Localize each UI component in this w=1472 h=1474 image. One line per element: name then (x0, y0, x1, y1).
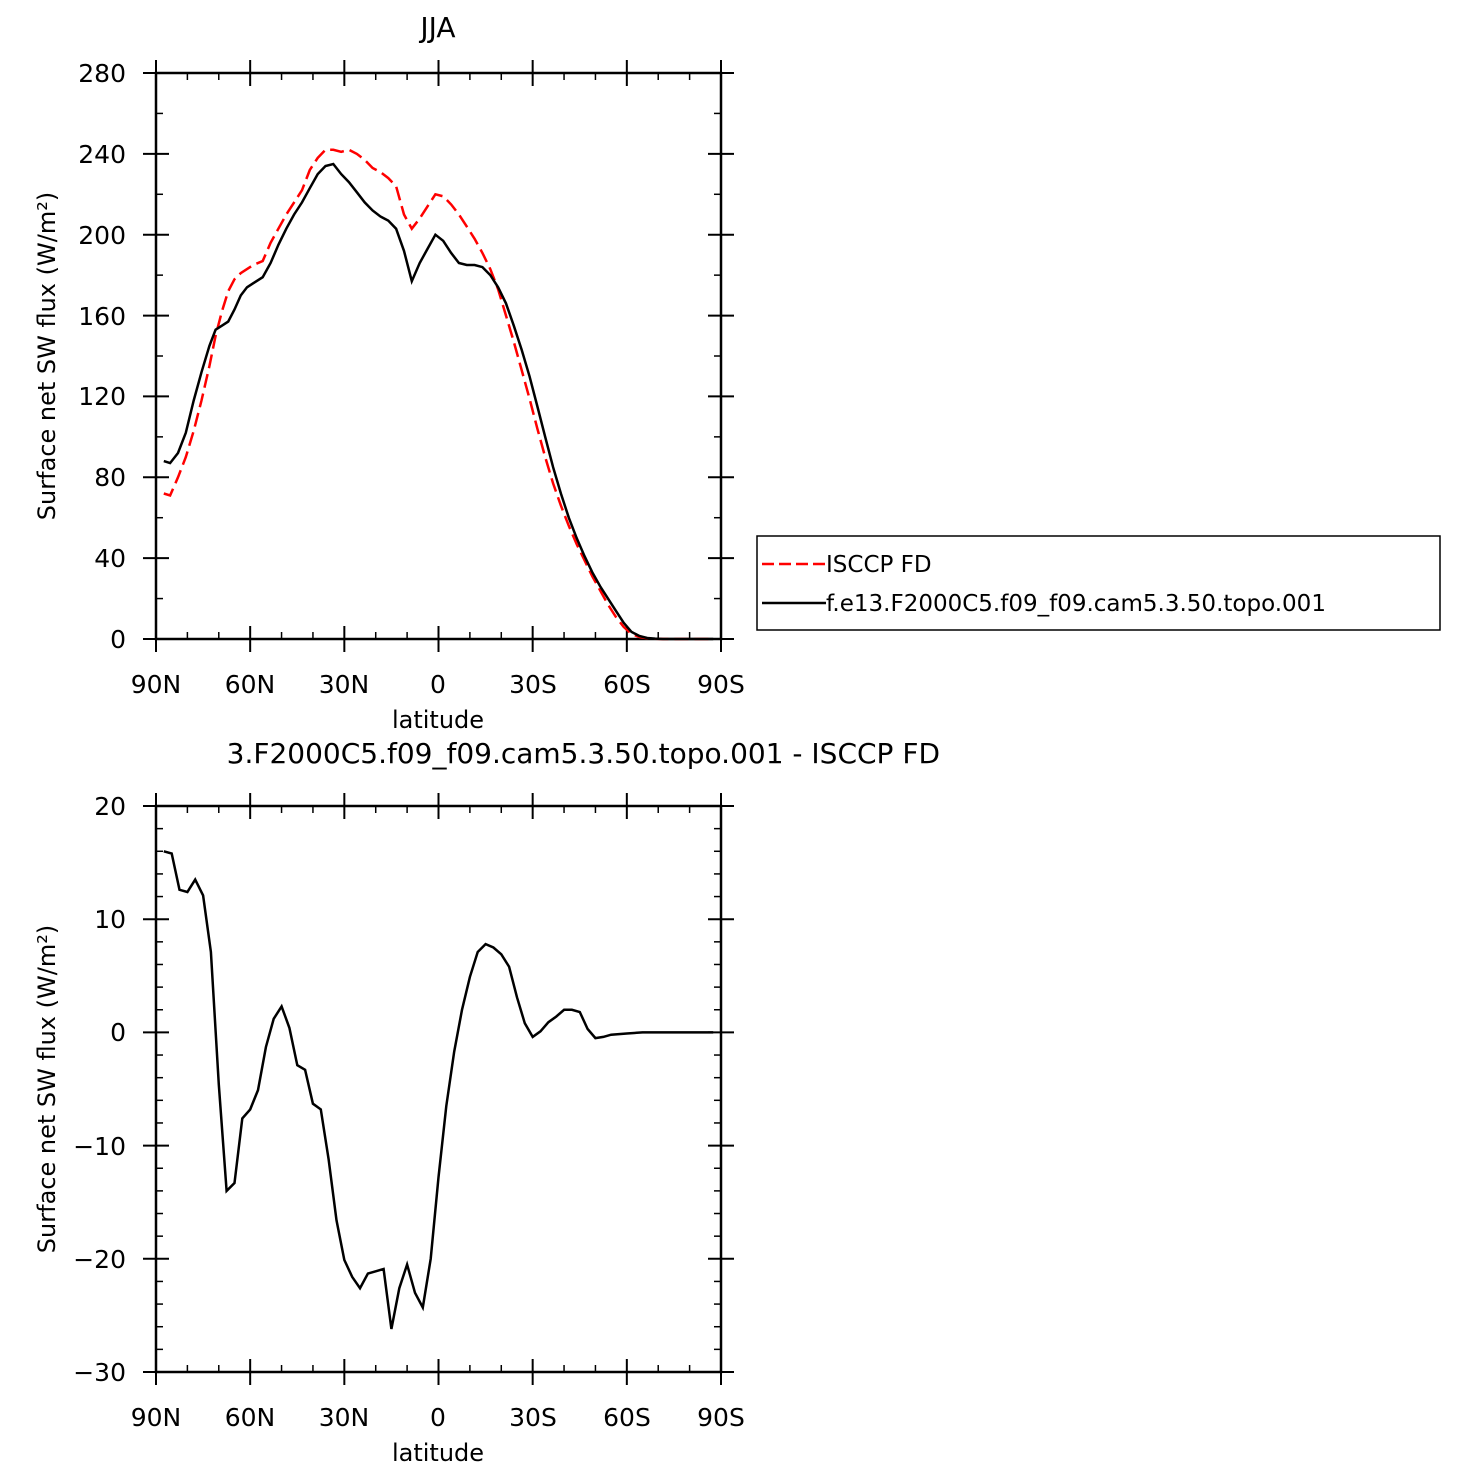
top-series-isccp-fd-line (163, 148, 714, 641)
top-y-axis-label: Surface net SW flux (W/m²) (33, 192, 61, 520)
top-x-tick-label-30N: 30N (319, 670, 370, 699)
bottom-x-tick-label-90N: 90N (131, 1403, 182, 1432)
legend-box (756, 535, 1441, 631)
top-y-tick-label-160: 160 (78, 302, 126, 331)
top-ticks (143, 60, 734, 652)
bottom-y-tick-labels: −30 −20 −10 0 10 20 (73, 792, 126, 1387)
bottom-panel: 3.F2000C5.f09_f09.cam5.3.50.topo.001 - I… (33, 737, 940, 1467)
top-y-tick-label-280: 280 (78, 59, 126, 88)
bottom-x-tick-label-90S: 90S (697, 1403, 745, 1432)
top-y-tick-label-240: 240 (78, 140, 126, 169)
bottom-y-tick-label-20: 20 (94, 792, 126, 821)
bottom-y-tick-label-0: 0 (110, 1018, 126, 1047)
bottom-y-tick-label-minus10: −10 (73, 1132, 126, 1161)
top-x-tick-label-90N: 90N (131, 670, 182, 699)
bottom-x-axis-label: latitude (392, 1439, 484, 1467)
bottom-y-tick-label-minus30: −30 (73, 1358, 126, 1387)
top-y-tick-label-80: 80 (94, 463, 126, 492)
bottom-x-tick-label-30S: 30S (509, 1403, 557, 1432)
top-x-tick-label-60N: 60N (225, 670, 276, 699)
top-x-tick-label-30S: 30S (509, 670, 557, 699)
top-y-tick-label-40: 40 (94, 544, 126, 573)
bottom-x-tick-label-0: 0 (430, 1403, 446, 1432)
bottom-x-tick-labels: 90N 60N 30N 0 30S 60S 90S (131, 1403, 745, 1432)
legend: ISCCP FD f.e13.F2000C5.f09_f09.cam5.3.50… (756, 535, 1441, 631)
top-x-tick-label-90S: 90S (697, 670, 745, 699)
top-x-tick-label-0: 0 (430, 670, 446, 699)
bottom-y-tick-label-minus20: −20 (73, 1245, 126, 1274)
legend-label-isccp-fd: ISCCP FD (826, 552, 932, 578)
top-y-tick-labels: 0 40 80 120 160 200 240 280 (78, 59, 126, 654)
bottom-plot-frame (154, 804, 723, 1374)
top-x-tick-labels: 90N 60N 30N 0 30S 60S 90S (131, 670, 745, 699)
top-y-tick-label-120: 120 (78, 382, 126, 411)
top-chart-title: JJA (418, 11, 455, 44)
bottom-ticks (143, 793, 734, 1385)
top-y-tick-label-200: 200 (78, 221, 126, 250)
top-x-axis-label: latitude (392, 706, 484, 734)
bottom-x-tick-label-30N: 30N (319, 1403, 370, 1432)
bottom-y-tick-label-10: 10 (94, 905, 126, 934)
top-plot-frame (154, 71, 723, 641)
top-x-tick-label-60S: 60S (603, 670, 651, 699)
legend-label-model: f.e13.F2000C5.f09_f09.cam5.3.50.topo.001 (826, 591, 1326, 617)
top-series-model-line (163, 162, 714, 641)
bottom-chart-title: 3.F2000C5.f09_f09.cam5.3.50.topo.001 - I… (227, 737, 940, 770)
top-y-tick-label-0: 0 (110, 625, 126, 654)
bottom-x-tick-label-60N: 60N (225, 1403, 276, 1432)
top-panel: JJA 90N 60N 30N 0 30S 60S 90S 0 40 80 12… (33, 11, 1441, 734)
bottom-difference-line (163, 850, 714, 1330)
bottom-x-tick-label-60S: 60S (603, 1403, 651, 1432)
bottom-y-axis-label: Surface net SW flux (W/m²) (33, 925, 61, 1253)
